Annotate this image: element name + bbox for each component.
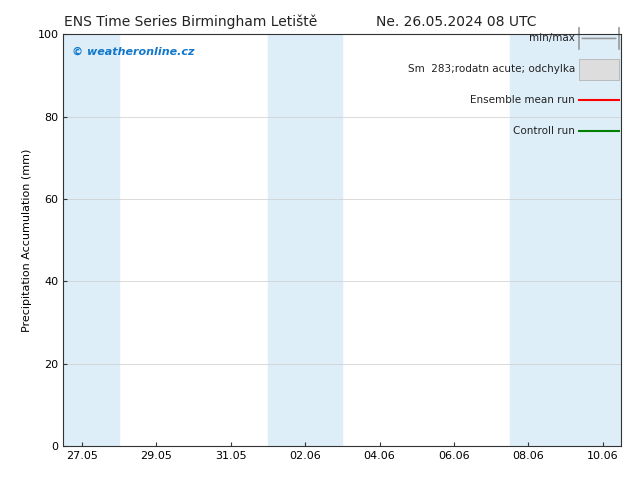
Bar: [268, 34, 342, 446]
Text: Ne. 26.05.2024 08 UTC: Ne. 26.05.2024 08 UTC: [376, 15, 537, 29]
Text: ENS Time Series Birmingham Letiště: ENS Time Series Birmingham Letiště: [63, 15, 317, 29]
Text: Sm  283;rodatn acute; odchylka: Sm 283;rodatn acute; odchylka: [408, 64, 575, 74]
Bar: [63, 34, 119, 446]
FancyBboxPatch shape: [579, 59, 619, 79]
Text: Ensemble mean run: Ensemble mean run: [470, 95, 575, 105]
Text: © weatheronline.cz: © weatheronline.cz: [72, 47, 194, 57]
Text: Controll run: Controll run: [513, 126, 575, 136]
Text: min/max: min/max: [529, 33, 575, 44]
Y-axis label: Precipitation Accumulation (mm): Precipitation Accumulation (mm): [22, 148, 32, 332]
Bar: [510, 34, 621, 446]
